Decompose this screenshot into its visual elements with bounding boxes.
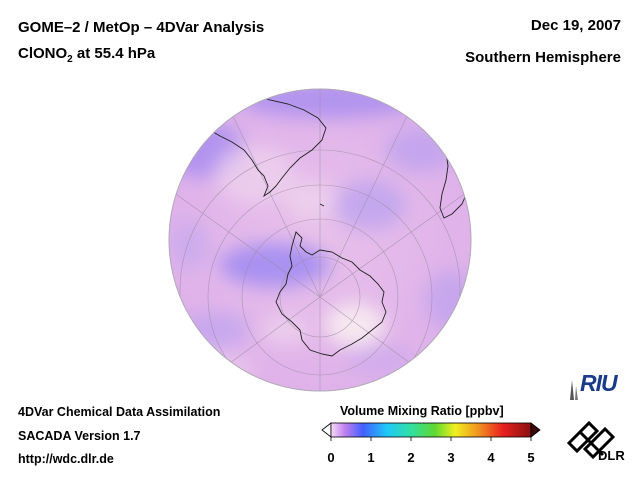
riu-logo	[570, 380, 578, 400]
colorbar-high-arrow	[530, 422, 541, 438]
colorbar-low-arrow	[321, 422, 332, 438]
footer-line1: 4DVar Chemical Data Assimilation	[18, 405, 221, 419]
colorbar-tick-3: 3	[447, 450, 455, 465]
antarctica-outline	[275, 231, 387, 357]
colorbar-tick-1: 1	[367, 450, 375, 465]
species-name: ClONO	[18, 45, 68, 62]
colorbar-tick-5: 5	[527, 450, 535, 465]
globe-rim	[168, 88, 472, 392]
footer-line2: SACADA Version 1.7	[18, 429, 141, 443]
region-label: Southern Hemisphere	[465, 49, 621, 66]
colorbar-tick-4: 4	[487, 450, 495, 465]
species-subscript: 2	[67, 54, 73, 65]
footer-link[interactable]: http://wdc.dlr.de	[18, 452, 114, 466]
colorbar-tick-2: 2	[407, 450, 415, 465]
south-america-outline	[209, 91, 327, 198]
riu-logo-text: RIU	[580, 370, 618, 396]
dlr-logo-text: DLR	[598, 448, 625, 463]
colorbar-tick-0: 0	[327, 450, 335, 465]
dlr-logo	[566, 420, 616, 460]
species-level: at 55.4 hPa	[72, 45, 156, 62]
date-label: Dec 19, 2007	[530, 17, 621, 34]
colorbar-gradient	[330, 422, 532, 438]
species-label: ClONO2 at 55.4 hPa	[18, 45, 155, 65]
colorbar-title: Volume Mixing Ratio [ppbv]	[340, 404, 504, 418]
title-line1: GOME–2 / MetOp – 4DVar Analysis	[18, 19, 265, 36]
